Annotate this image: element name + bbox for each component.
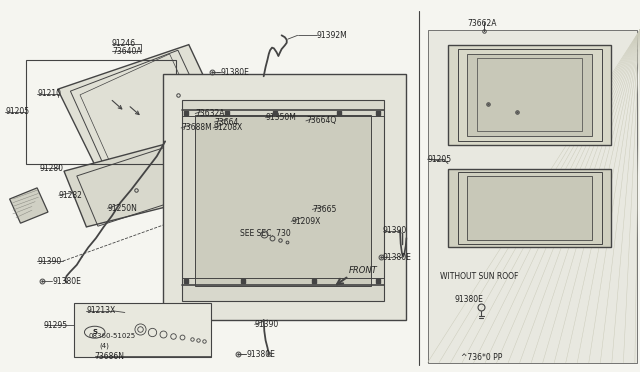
Text: 91210: 91210 — [37, 89, 61, 98]
Text: 73686N: 73686N — [95, 352, 125, 360]
Text: 08360-51025: 08360-51025 — [88, 333, 136, 339]
Text: 91380E: 91380E — [246, 350, 275, 359]
Text: (4): (4) — [99, 343, 109, 349]
Text: 91246: 91246 — [112, 39, 136, 48]
Text: 73640A: 73640A — [112, 47, 141, 56]
Polygon shape — [10, 188, 48, 223]
Text: 73664: 73664 — [214, 118, 239, 126]
Text: 91282: 91282 — [59, 191, 83, 200]
Bar — [458, 172, 602, 244]
Bar — [74, 303, 211, 357]
Text: SEE SEC. 730: SEE SEC. 730 — [240, 229, 291, 238]
Text: 91380E: 91380E — [454, 295, 483, 304]
Text: 91392M: 91392M — [317, 31, 348, 40]
Text: FRONT: FRONT — [349, 266, 378, 275]
Bar — [182, 100, 384, 301]
Text: 91390: 91390 — [37, 257, 61, 266]
Text: 91213X: 91213X — [86, 307, 116, 315]
Bar — [467, 54, 592, 136]
Text: 91208X: 91208X — [213, 124, 243, 132]
Text: 91205: 91205 — [5, 107, 29, 116]
Text: ^736*0 PP: ^736*0 PP — [461, 353, 502, 362]
Polygon shape — [58, 45, 227, 167]
Text: 73688M: 73688M — [181, 124, 212, 132]
Text: 91209X: 91209X — [291, 217, 321, 226]
Text: 91390: 91390 — [255, 320, 279, 329]
Text: 91280: 91280 — [40, 164, 64, 173]
Bar — [26, 60, 176, 164]
Bar — [477, 58, 582, 131]
Text: 91295: 91295 — [44, 321, 68, 330]
Text: 91350M: 91350M — [266, 113, 296, 122]
Text: WITHOUT SUN ROOF: WITHOUT SUN ROOF — [440, 272, 518, 280]
Text: 91380E: 91380E — [52, 277, 81, 286]
Bar — [458, 49, 602, 141]
Text: 91380E: 91380E — [383, 253, 412, 262]
Bar — [448, 45, 611, 145]
Bar — [195, 115, 371, 286]
Text: 73664Q: 73664Q — [306, 116, 336, 125]
Bar — [448, 169, 611, 247]
Polygon shape — [64, 140, 205, 227]
Bar — [467, 176, 592, 240]
Text: 91390: 91390 — [383, 226, 407, 235]
Bar — [428, 30, 637, 363]
Text: 91250N: 91250N — [108, 204, 138, 213]
Text: 73632A: 73632A — [195, 109, 225, 118]
Bar — [163, 74, 406, 320]
Text: 91380E: 91380E — [221, 68, 250, 77]
Text: 73662A: 73662A — [467, 19, 497, 28]
Text: 73665: 73665 — [312, 205, 337, 214]
Text: S: S — [92, 329, 97, 335]
Text: 91205: 91205 — [428, 155, 452, 164]
